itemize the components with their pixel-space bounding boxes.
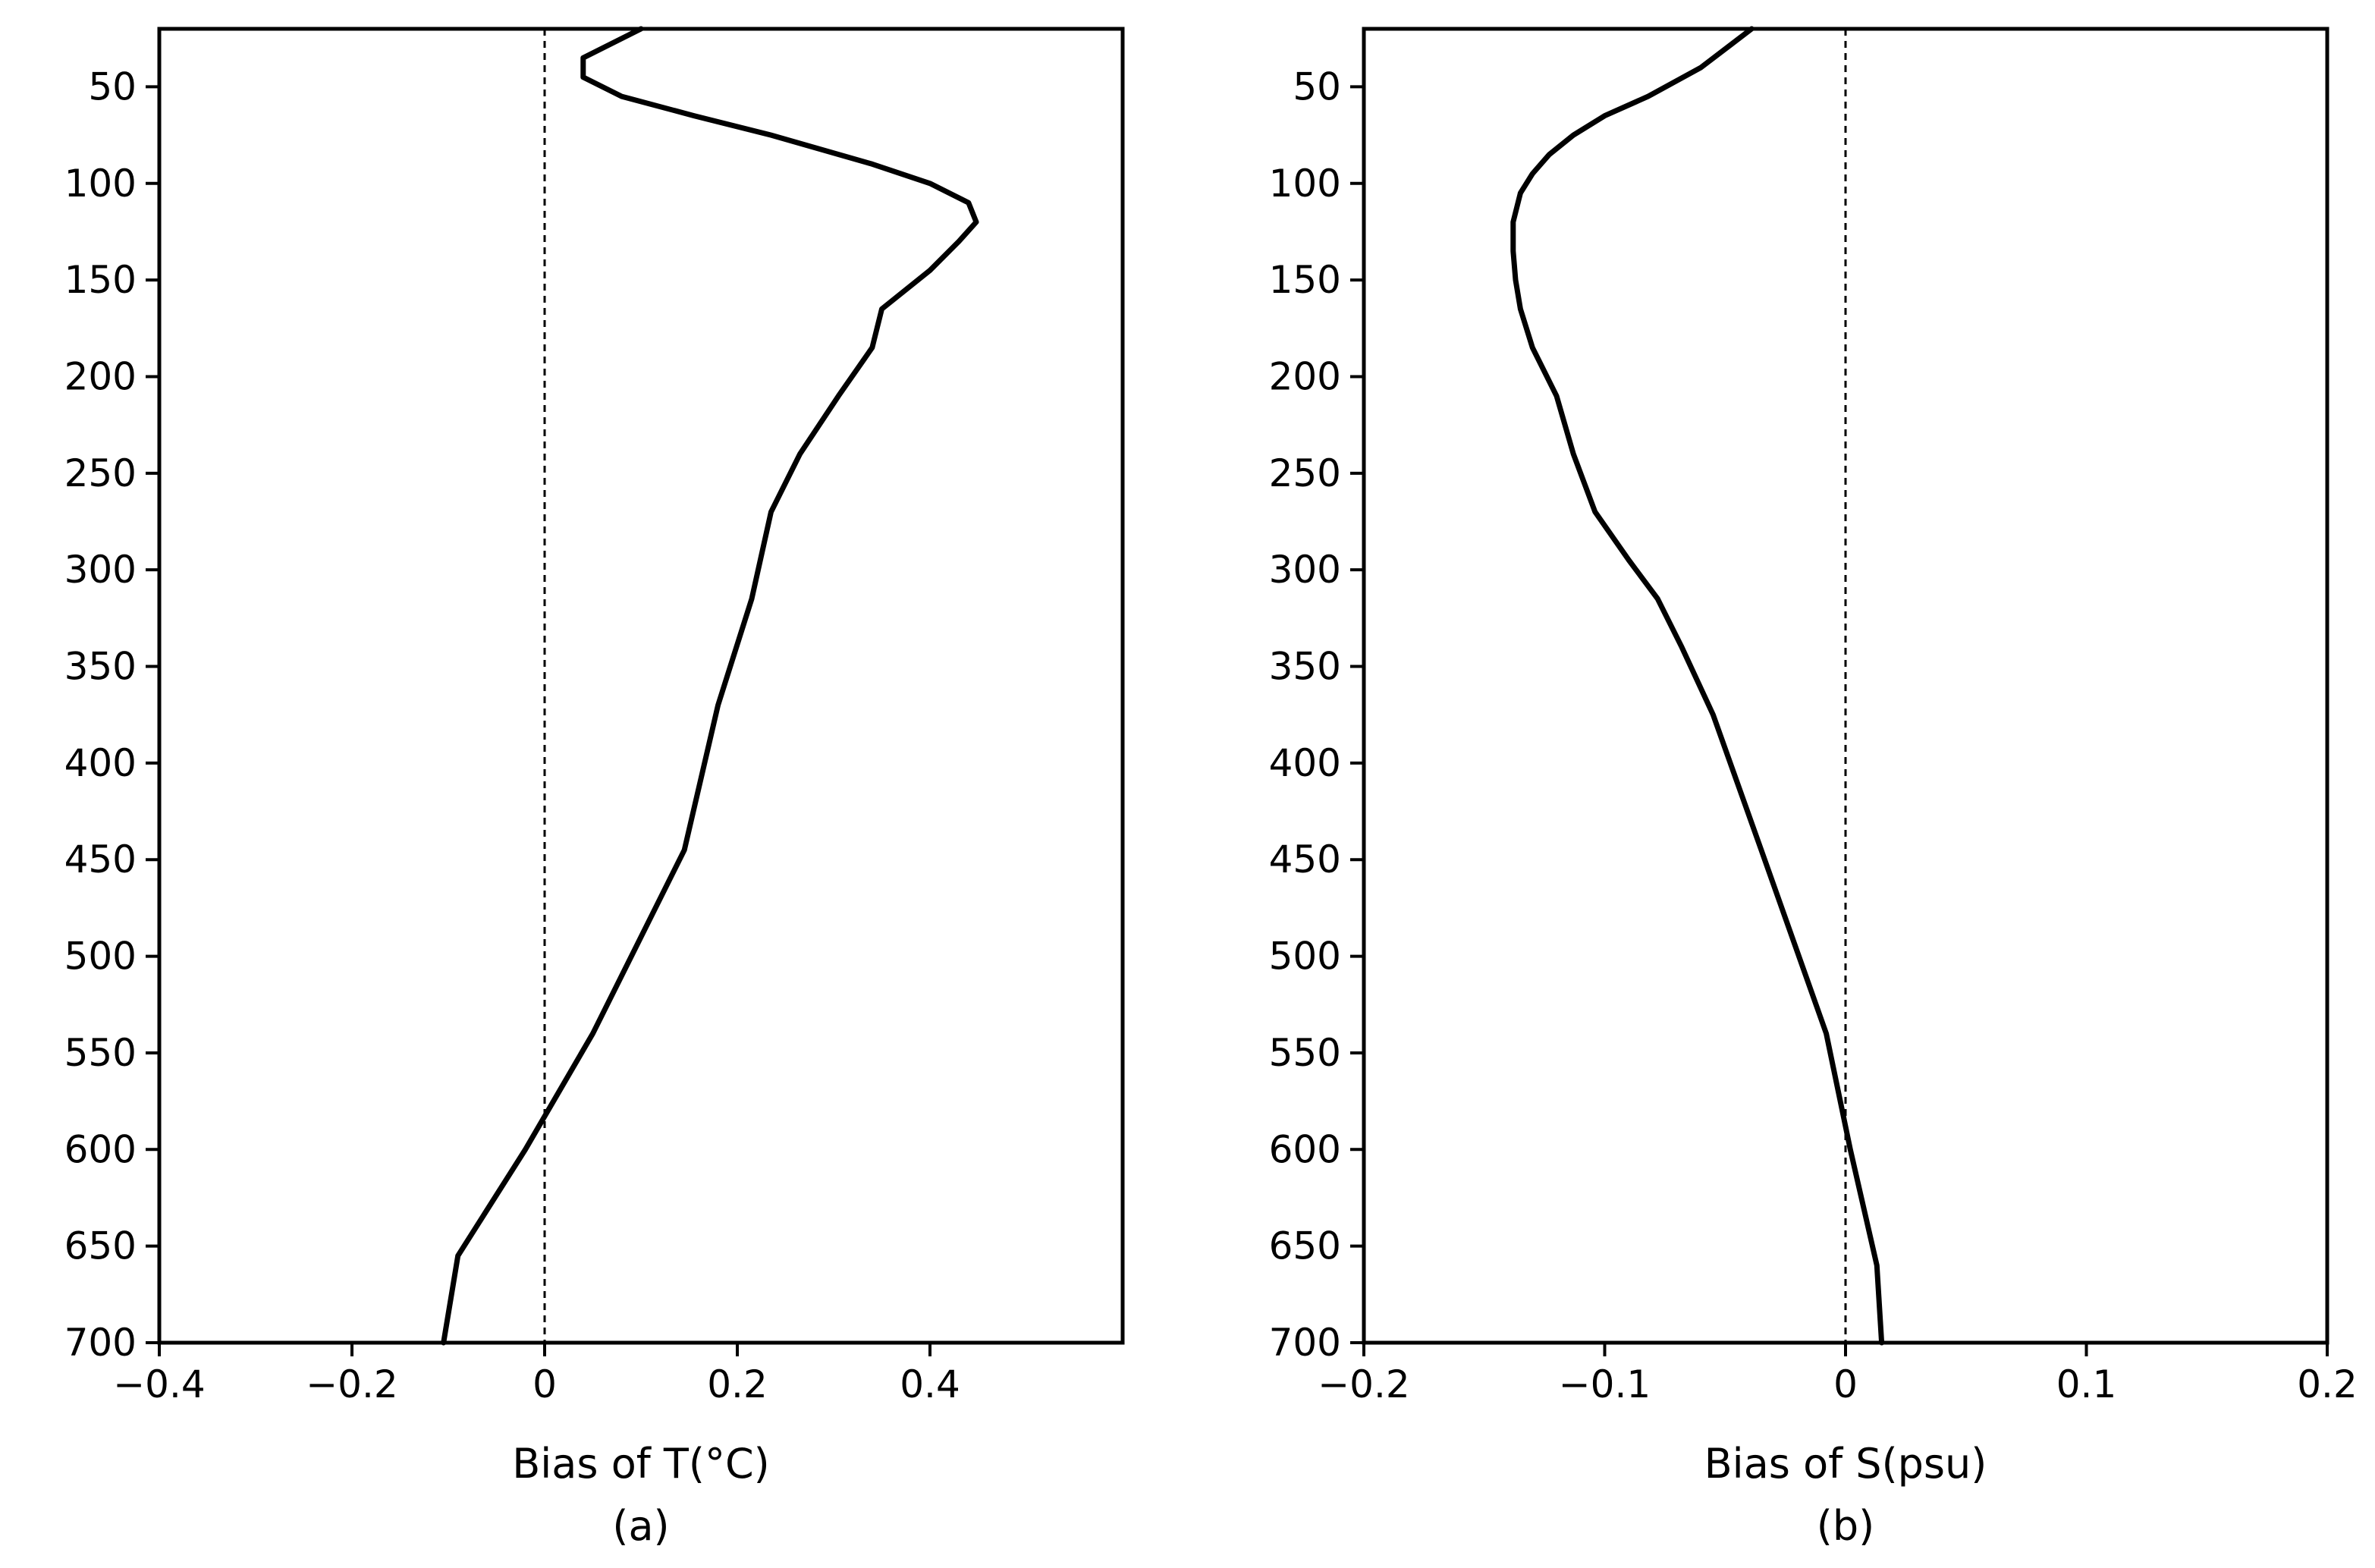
panel-a-y-tick-label: 400 (64, 741, 137, 785)
panel-a-y-tick-label: 250 (64, 451, 137, 495)
panel-b-label: (b) (1817, 1502, 1874, 1550)
panel-a-y-tick-label: 200 (64, 354, 137, 398)
panel-b: 50 100 150 200 250 300 350 400 450 500 550 600 650 70… (1269, 26, 2358, 1550)
panel-b-x-tick-label: −0.2 (1318, 1362, 1409, 1406)
panel-a-x-tick-label: 0 (532, 1362, 557, 1406)
panel-b-series-line (1510, 26, 1885, 1346)
panel-b-y-tick-label: 600 (1269, 1127, 1341, 1171)
panel-b-y-tick-label: 200 (1269, 354, 1341, 398)
panel-a-y-tick-label: 700 (64, 1321, 137, 1365)
panel-a-x-tick-label: 0.4 (900, 1362, 960, 1406)
panel-b-y-tick-label: 550 (1269, 1031, 1341, 1075)
panel-a-y-tick-label: 100 (64, 162, 137, 206)
panel-a-label: (a) (612, 1502, 669, 1550)
panel-b-x-axis-title: Bias of S(psu) (1704, 1440, 1987, 1488)
panel-b-frame (1362, 27, 2329, 1345)
panel-b-y-tick-label: 250 (1269, 451, 1341, 495)
panel-b-y-tick-label: 650 (1269, 1224, 1341, 1268)
panel-a-y-tick-label: 450 (64, 837, 137, 881)
panel-b-y-tick-label: 500 (1269, 935, 1341, 979)
panel-a-y-tick-label: 600 (64, 1127, 137, 1171)
panel-b-y-tick-label: 300 (1269, 548, 1341, 592)
panel-b-x-tick-label: 0 (1833, 1362, 1858, 1406)
panel-a-x-tick-label: 0.2 (707, 1362, 768, 1406)
panel-a-y-tick-label: 550 (64, 1031, 137, 1075)
panel-a-y-tick-label: 350 (64, 645, 137, 689)
panel-b-y-tick-label: 50 (1293, 64, 1341, 108)
panel-a-y-tick-label: 500 (64, 935, 137, 979)
panel-a-series-line (441, 26, 979, 1346)
panel-b-y-tick-label: 700 (1269, 1321, 1341, 1365)
panel-a-y-tick-label: 150 (64, 258, 137, 302)
panel-a-x-axis-title: Bias of T(°C) (512, 1440, 769, 1488)
panel-b-x-tick-label: 0.2 (2297, 1362, 2358, 1406)
panel-b-y-tick-label: 150 (1269, 258, 1341, 302)
panel-b-x-tick-label: 0.1 (2056, 1362, 2117, 1406)
panel-a-x-tick-label: −0.4 (113, 1362, 205, 1406)
panel-b-y-tick-label: 350 (1269, 645, 1341, 689)
panel-b-y-tick-label: 100 (1269, 162, 1341, 206)
panel-a-y-tick-label: 50 (88, 64, 137, 108)
panel-a-y-tick-label: 650 (64, 1224, 137, 1268)
panel-a: 50 100 150 200 250 300 350 400 450 500 550 600 650 70… (64, 26, 1125, 1550)
panel-b-y-tick-label: 450 (1269, 837, 1341, 881)
panel-a-y-tick-label: 300 (64, 548, 137, 592)
panel-b-x-tick-label: −0.1 (1559, 1362, 1651, 1406)
panel-a-x-tick-label: −0.2 (306, 1362, 397, 1406)
panel-b-y-tick-label: 400 (1269, 741, 1341, 785)
panel-a-frame (157, 27, 1125, 1345)
